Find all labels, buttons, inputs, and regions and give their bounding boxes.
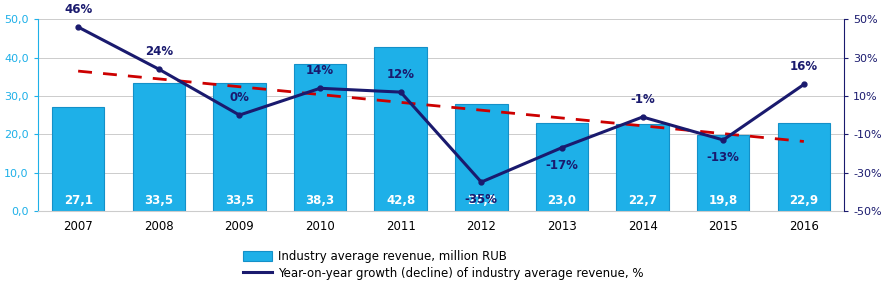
Text: -17%: -17% — [546, 159, 579, 172]
Bar — [52, 107, 105, 211]
Text: 33,5: 33,5 — [225, 194, 254, 207]
Bar — [214, 83, 266, 211]
Text: 16%: 16% — [789, 60, 818, 73]
Text: 33,5: 33,5 — [144, 194, 174, 207]
Text: 22,9: 22,9 — [789, 194, 819, 207]
Text: 14%: 14% — [306, 64, 334, 77]
Bar — [778, 123, 830, 211]
Bar — [536, 123, 588, 211]
Legend: Industry average revenue, million RUB, Year-on-year growth (decline) of industry: Industry average revenue, million RUB, Y… — [239, 247, 647, 283]
Text: -1%: -1% — [630, 93, 655, 106]
Text: 12%: 12% — [386, 68, 415, 81]
Text: 27,8: 27,8 — [467, 194, 496, 207]
Text: 24%: 24% — [144, 45, 173, 58]
Text: 46%: 46% — [64, 3, 92, 16]
Bar — [455, 104, 508, 211]
Bar — [294, 64, 346, 211]
Bar — [375, 47, 427, 211]
Text: 27,1: 27,1 — [64, 194, 93, 207]
Text: -13%: -13% — [707, 151, 740, 164]
Bar — [697, 135, 750, 211]
Text: 23,0: 23,0 — [548, 194, 577, 207]
Text: 22,7: 22,7 — [628, 194, 657, 207]
Text: 42,8: 42,8 — [386, 194, 416, 207]
Bar — [133, 83, 185, 211]
Text: 38,3: 38,3 — [306, 194, 335, 207]
Text: 19,8: 19,8 — [709, 194, 738, 207]
Text: 0%: 0% — [229, 91, 249, 104]
Bar — [617, 124, 669, 211]
Text: -35%: -35% — [465, 193, 498, 206]
